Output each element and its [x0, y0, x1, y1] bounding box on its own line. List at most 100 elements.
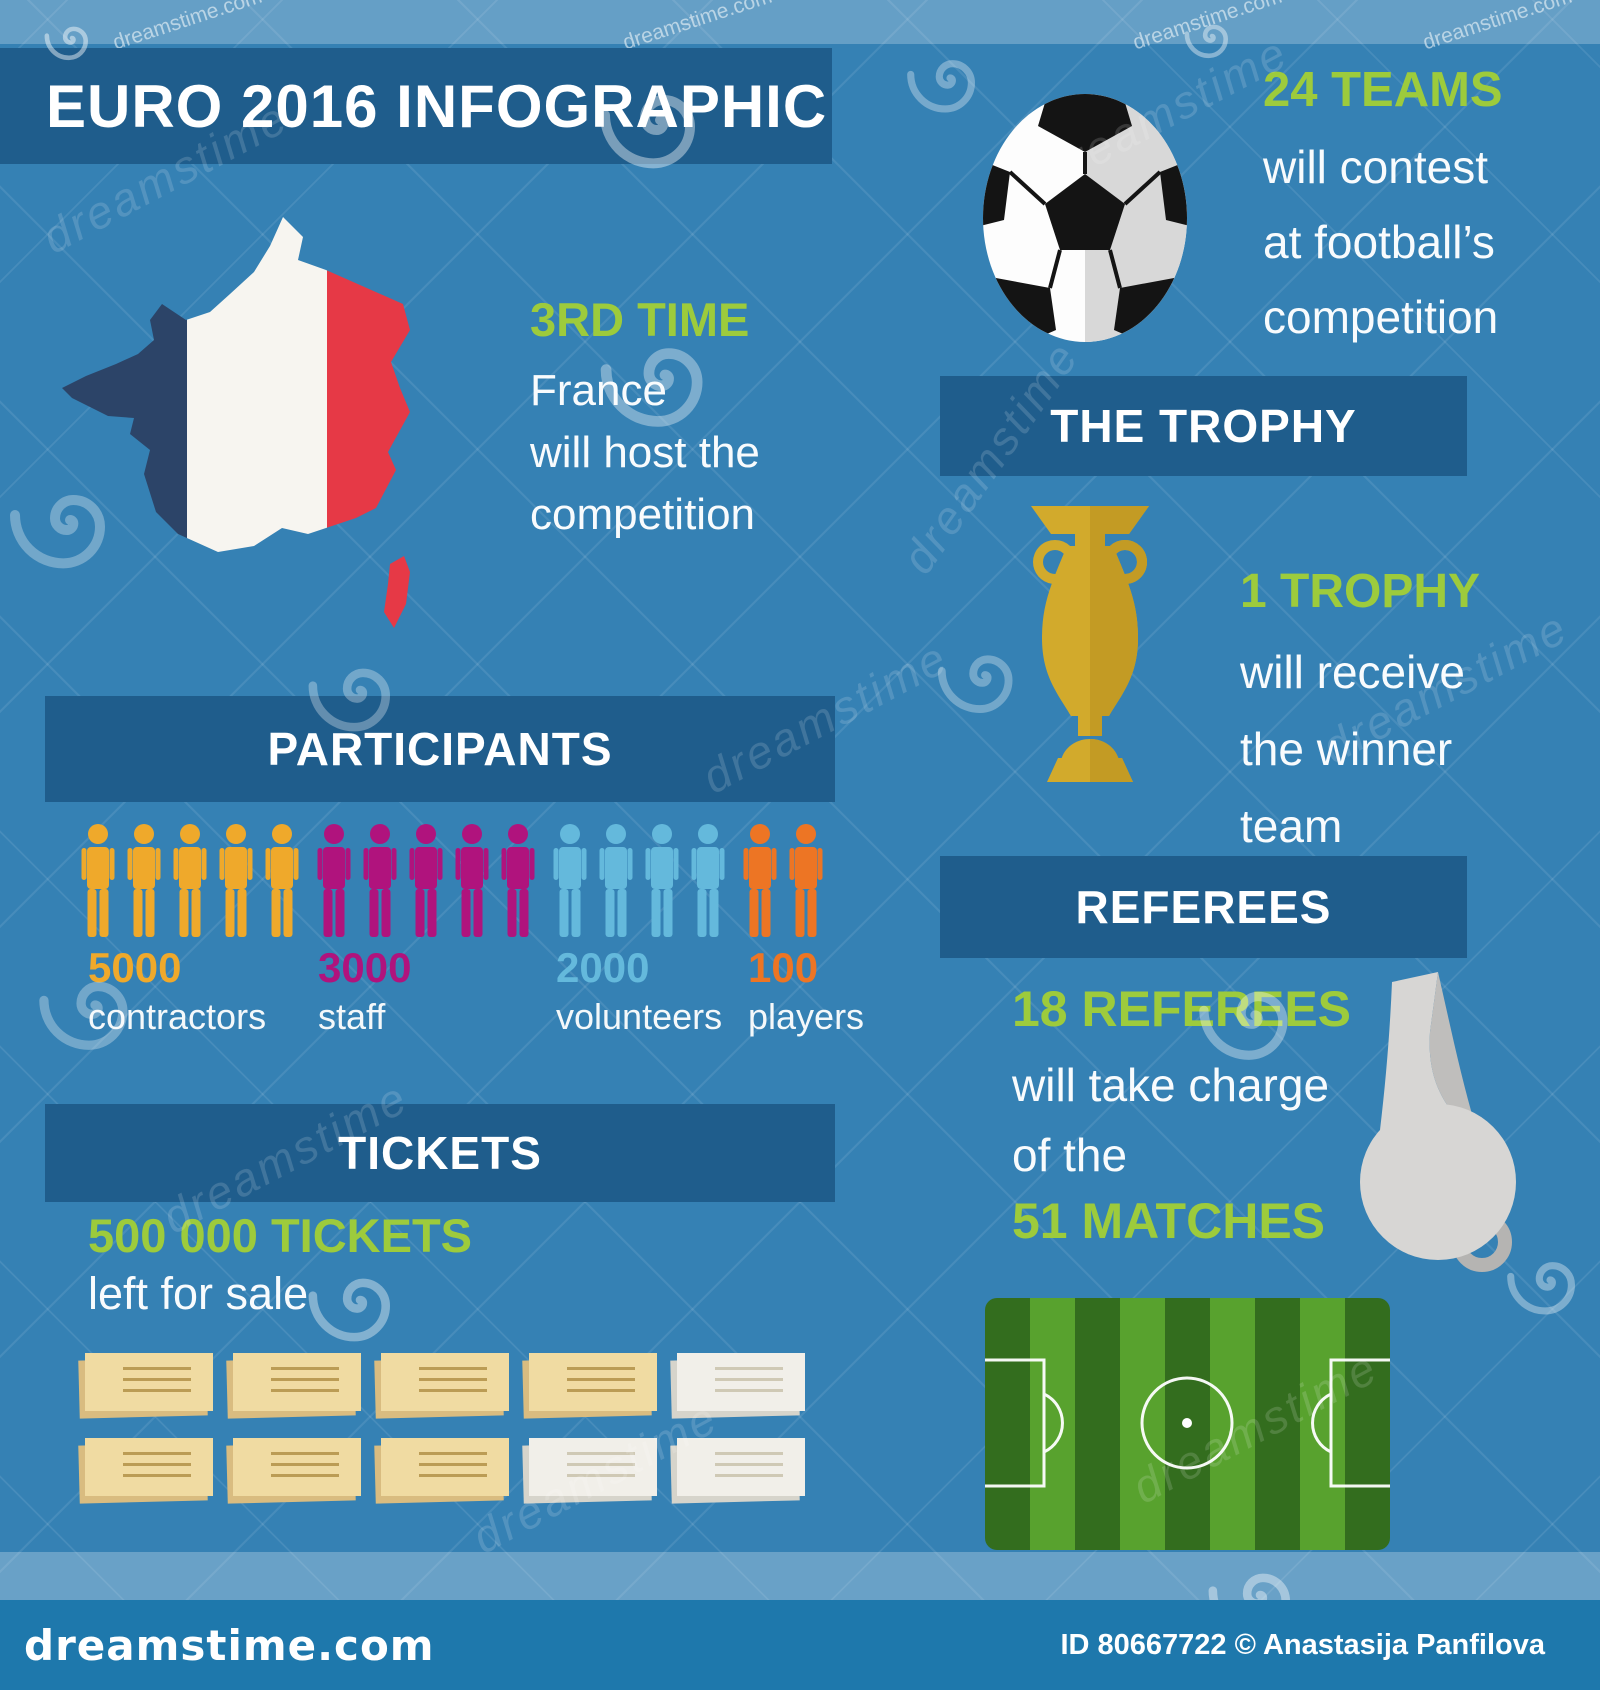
spiral-watermark-icon — [300, 630, 420, 755]
france-map-icon — [62, 217, 410, 628]
ticket-icon — [374, 1353, 509, 1419]
image-credit: ID 80667722 © Anastasija Panfilova — [1060, 1628, 1545, 1661]
spiral-watermark-icon — [44, 26, 89, 61]
tickets-subline: left for sale — [88, 1268, 309, 1319]
host-line: France — [530, 366, 667, 415]
page-title: EURO 2016 INFOGRAPHIC — [46, 72, 828, 140]
spiral-watermark-icon — [308, 668, 391, 732]
participant-label: volunteers — [556, 996, 723, 1037]
matches-headline: 51 MATCHES — [1012, 1193, 1326, 1249]
host-headline: 3RD TIME — [530, 293, 750, 346]
participant-count: 3000 — [318, 944, 412, 991]
teams-text: will contest at football’s competition — [1263, 130, 1498, 355]
spiral-watermark-icon — [937, 655, 1013, 713]
tickets-headline: 500 000 TICKETS — [88, 1209, 473, 1262]
teams-headline: 24 TEAMS — [1263, 63, 1503, 117]
teams-line: at football’s — [1263, 216, 1495, 268]
football-field-icon — [985, 1298, 1390, 1550]
ticket-icon — [522, 1353, 657, 1419]
watermark-band-bottom — [0, 1552, 1600, 1600]
soccer-ball-icon — [983, 94, 1187, 342]
referees-text: will take charge of the — [1012, 1050, 1329, 1190]
participant-label: staff — [318, 996, 386, 1037]
title-banner: EURO 2016 INFOGRAPHIC — [0, 48, 832, 164]
participant-count: 5000 — [88, 944, 182, 991]
participant-count: 100 — [748, 944, 819, 991]
referees-banner: REFEREES — [940, 856, 1467, 958]
spiral-watermark-icon — [1199, 991, 1288, 1060]
whistle-icon — [1360, 972, 1516, 1272]
watermark-band-top: dreamstime.com dreamstime.com dreamstime… — [0, 0, 1600, 54]
spiral-watermark-icon — [930, 620, 1040, 735]
host-text: France will host the competition — [530, 360, 760, 546]
dreamstime-logo: dreamstime.com — [24, 1620, 435, 1670]
teams-line: competition — [1263, 291, 1499, 343]
person-icon — [599, 824, 633, 937]
person-icon — [455, 824, 489, 937]
participant-group-staff — [316, 823, 536, 938]
participants-banner: PARTICIPANTS — [45, 696, 835, 802]
person-icon — [409, 824, 443, 937]
spiral-watermark-icon — [308, 1278, 391, 1342]
ticket-icon — [670, 1353, 805, 1419]
ticket-icon — [226, 1438, 361, 1504]
ticket-icon — [374, 1438, 509, 1504]
person-icon — [501, 824, 535, 937]
ticket-icon — [522, 1438, 657, 1504]
teams-line: will contest — [1263, 141, 1488, 193]
spiral-watermark-icon — [590, 300, 740, 455]
spiral-watermark-icon — [39, 981, 128, 1050]
person-icon — [363, 824, 397, 937]
person-icon — [219, 824, 253, 937]
participant-label: contractors — [88, 996, 267, 1037]
trophy-line: the winner — [1240, 723, 1453, 775]
referees-line: of the — [1012, 1129, 1128, 1181]
participant-label: players — [748, 996, 865, 1037]
spiral-watermark-icon — [1507, 1262, 1576, 1315]
person-icon — [81, 824, 115, 937]
referees-line: will take charge — [1012, 1059, 1330, 1111]
host-line: competition — [530, 490, 756, 539]
ticket-icon — [78, 1353, 213, 1419]
spiral-watermark-icon — [0, 450, 140, 595]
spiral-watermark-icon — [590, 50, 730, 195]
spiral-watermark-icon — [1500, 1230, 1600, 1335]
person-icon — [789, 824, 823, 937]
participant-group-volunteers — [552, 823, 726, 938]
person-icon — [173, 824, 207, 937]
trophy-line: will receive — [1240, 646, 1465, 698]
spiral-watermark-icon — [600, 94, 696, 169]
participants-banner-label: PARTICIPANTS — [267, 723, 613, 775]
ticket-icon — [226, 1353, 361, 1419]
ticket-icon — [78, 1438, 213, 1504]
trophy-line: team — [1240, 800, 1343, 852]
spiral-watermark-icon — [1184, 24, 1229, 59]
spiral-watermark-icon — [40, 6, 104, 75]
ticket-icon — [670, 1438, 805, 1504]
spiral-watermark-icon — [1180, 4, 1244, 73]
referees-banner-label: REFEREES — [1075, 881, 1332, 933]
spiral-watermark-icon — [600, 348, 703, 427]
participant-group-players — [742, 823, 824, 938]
spiral-watermark-icon — [30, 940, 160, 1075]
person-icon — [645, 824, 679, 937]
participant-group-contractors — [80, 823, 300, 938]
person-icon — [553, 824, 587, 937]
spiral-watermark-icon — [300, 1240, 420, 1365]
participant-count: 2000 — [556, 944, 650, 991]
watermark-site-text: dreamstime.com — [1420, 0, 1575, 55]
trophy-icon — [1031, 506, 1149, 782]
person-icon — [317, 824, 351, 937]
spiral-watermark-icon — [907, 60, 976, 113]
trophy-text: will receive the winner team — [1240, 634, 1465, 865]
spiral-watermark-icon — [1190, 950, 1320, 1085]
spiral-watermark-icon — [10, 494, 106, 569]
tickets-banner: TICKETS — [45, 1104, 835, 1202]
footer-bar: dreamstime.com ID 80667722 © Anastasija … — [0, 1600, 1600, 1690]
trophy-banner: THE TROPHY — [940, 376, 1467, 476]
tickets-banner-label: TICKETS — [338, 1127, 542, 1179]
host-line: will host the — [530, 428, 760, 477]
person-icon — [127, 824, 161, 937]
person-icon — [743, 824, 777, 937]
